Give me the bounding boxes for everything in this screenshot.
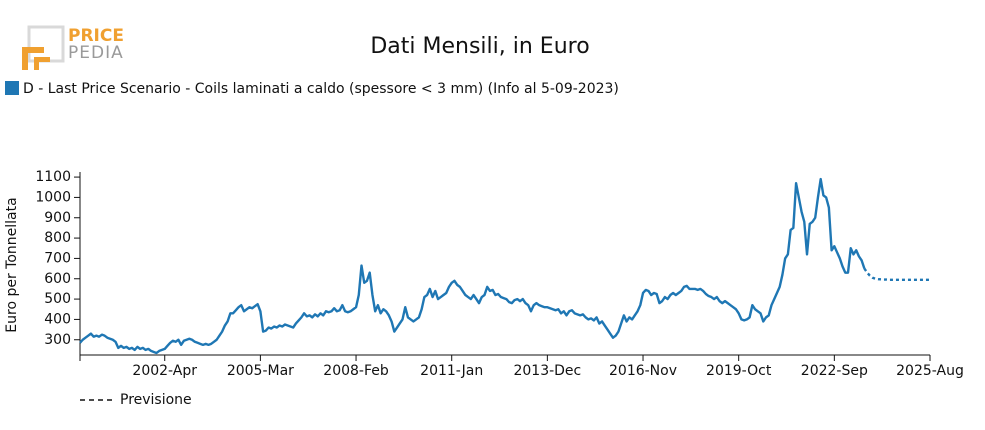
legend-label: Previsione: [120, 392, 192, 408]
x-tick-label: 2016-Nov: [609, 363, 677, 379]
data-line: [79, 177, 866, 355]
x-tick-label: 2008-Feb: [323, 363, 389, 379]
y-tick-label: 700: [44, 250, 71, 266]
logo-mark: [34, 57, 50, 70]
y-tick-label: 600: [44, 271, 71, 287]
logo-text: PRICE: [68, 26, 124, 46]
legend-swatch: [5, 81, 19, 95]
y-tick-label: 400: [44, 311, 71, 327]
x-tick-label: 2019-Oct: [706, 363, 772, 379]
y-tick-label: 500: [44, 291, 71, 307]
y-tick-label: 300: [44, 332, 71, 348]
logo-frame: [27, 25, 65, 63]
x-tick-label: 2013-Dec: [513, 363, 581, 379]
x-tick-label: 2005-Mar: [227, 363, 294, 379]
logo-mark: [22, 47, 44, 70]
logo-text: PEDIA: [68, 43, 124, 63]
data-line: [863, 267, 930, 281]
y-tick-label: 1000: [35, 189, 71, 205]
chart-title: Dati Mensili, in Euro: [370, 34, 589, 59]
y-axis-label: Euro per Tonnellata: [4, 197, 20, 332]
x-tick-label: 2022-Sep: [801, 363, 868, 379]
legend-label: D - Last Price Scenario - Coils laminati…: [23, 81, 619, 97]
y-tick-label: 800: [44, 230, 71, 246]
x-tick-label: 2002-Apr: [132, 363, 197, 379]
x-tick-label: 2011-Jan: [420, 363, 483, 379]
logo: PRICE PEDIA: [22, 25, 124, 70]
y-tick-label: 900: [44, 210, 71, 226]
x-tick-label: 2025-Aug: [896, 363, 964, 379]
y-tick-label: 1100: [35, 169, 71, 185]
